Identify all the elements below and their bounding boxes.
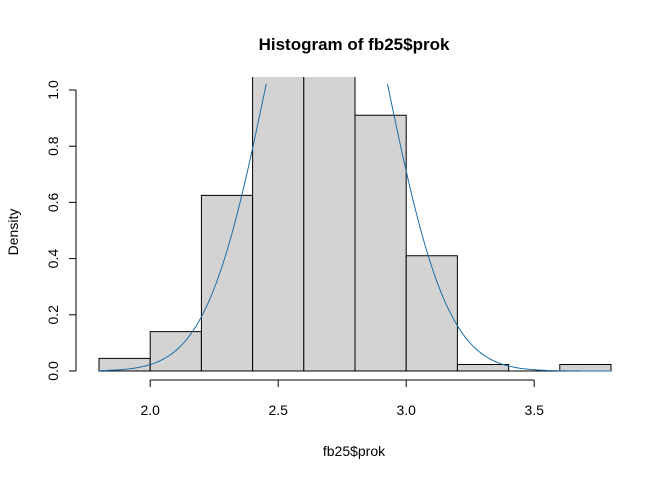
histogram-bar-8 bbox=[457, 364, 509, 371]
x-axis-label: fb25$prok bbox=[323, 443, 386, 459]
y-tick-label-2: 0.2 bbox=[45, 305, 61, 325]
histogram-bar-outline-8 bbox=[456, 364, 510, 372]
histogram-bar-7 bbox=[406, 255, 458, 371]
x-tick-label-2: 2.5 bbox=[268, 402, 288, 418]
histogram-bar-3 bbox=[201, 195, 253, 371]
histogram-bar-6 bbox=[355, 115, 407, 371]
histogram-bar-4 bbox=[252, 77, 304, 371]
y-tick-label-1: 0.0 bbox=[45, 361, 61, 381]
histogram-bar-outline-6 bbox=[354, 114, 407, 372]
y-tick-label-4: 0.6 bbox=[45, 192, 61, 212]
density-curve-group bbox=[98, 83, 611, 372]
histogram-bar-2 bbox=[150, 331, 202, 371]
y-tick-label-3: 0.4 bbox=[45, 249, 61, 269]
y-tick-label-5: 0.8 bbox=[45, 136, 61, 156]
density-curve-segment-2 bbox=[386, 83, 611, 372]
chart-title: Histogram of fb25$prok bbox=[259, 35, 450, 54]
x-tick-label-4: 3.5 bbox=[524, 402, 544, 418]
y-tick-label-6: 1.0 bbox=[45, 80, 61, 100]
x-tick-label-1: 2.0 bbox=[140, 402, 160, 418]
axes: 2.0 2.5 3.0 3.5 0.0 0.2 0.4 0.6 0.8 1.0 bbox=[45, 80, 544, 418]
histogram-bars bbox=[98, 77, 612, 372]
x-tick-label-3: 3.0 bbox=[396, 402, 416, 418]
histogram-bar-10 bbox=[559, 364, 611, 371]
density-curve-segment-1 bbox=[98, 83, 267, 372]
histogram-bar-outline-7 bbox=[405, 255, 458, 372]
histogram-bar-5 bbox=[303, 77, 355, 371]
y-axis-label: Density bbox=[5, 209, 21, 256]
